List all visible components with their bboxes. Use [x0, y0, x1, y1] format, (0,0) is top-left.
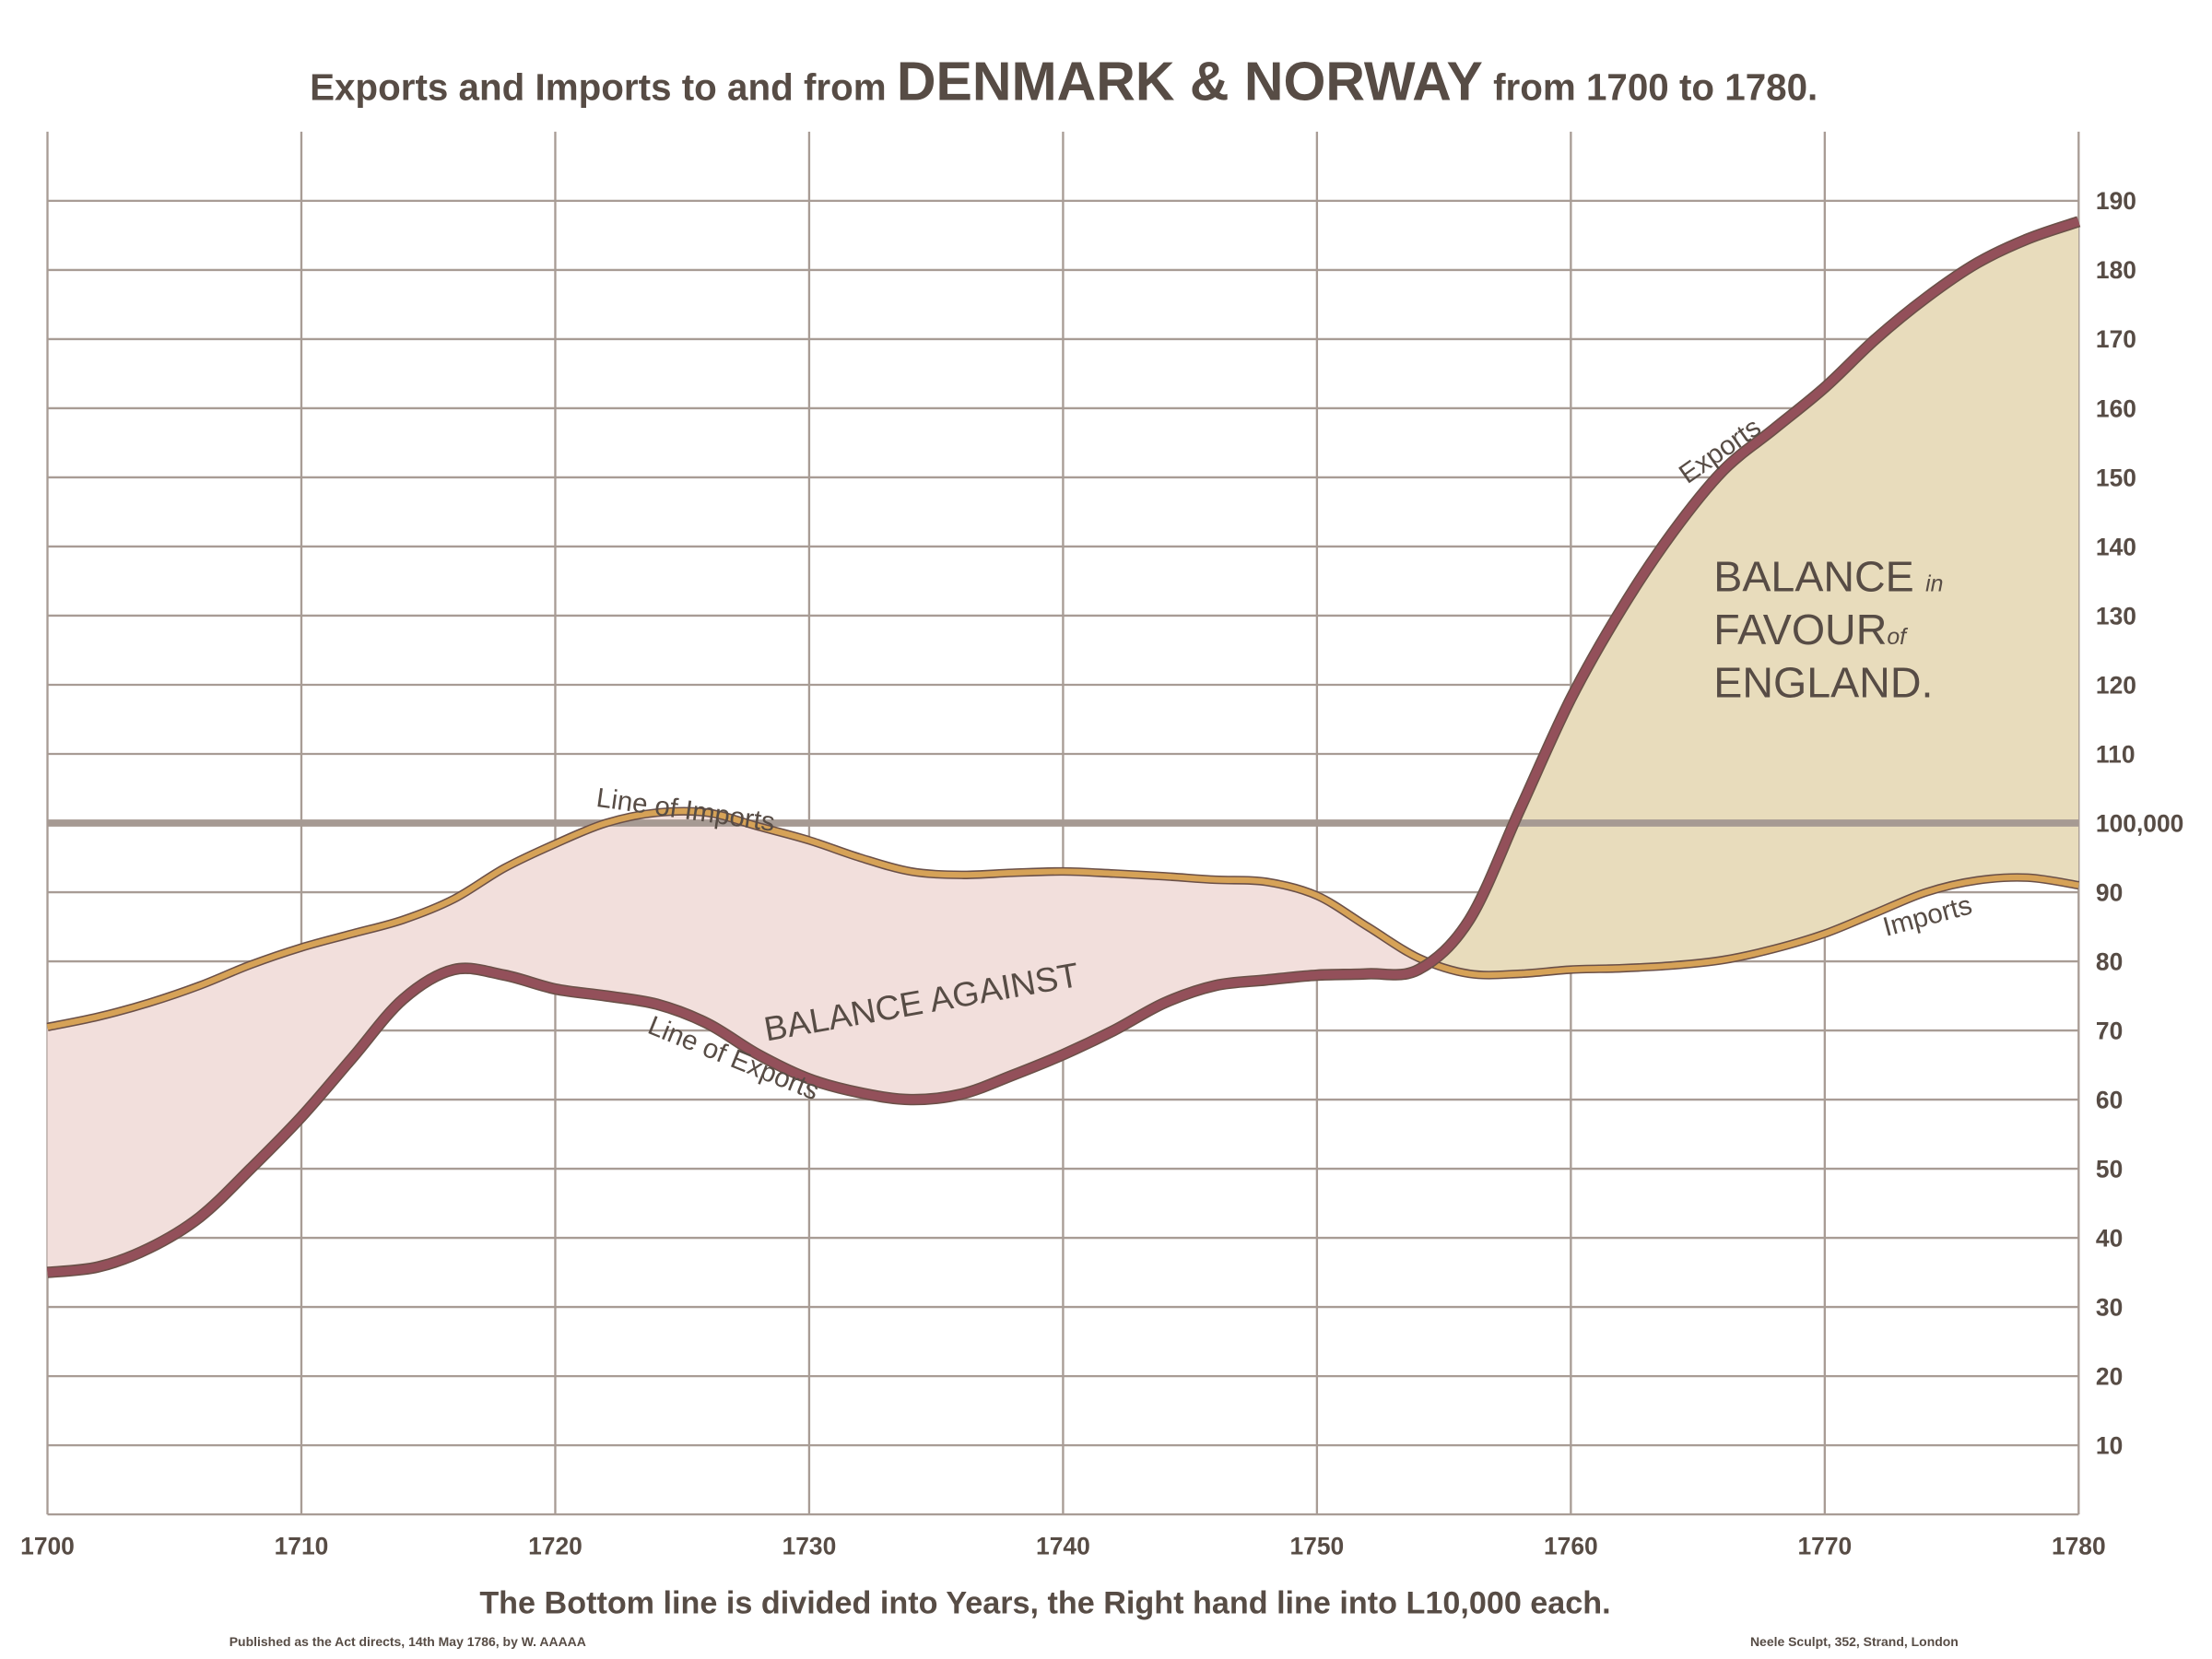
y-tick-label: 70	[2096, 1017, 2123, 1044]
chart-title: Exports and Imports to and from DENMARK …	[310, 52, 1818, 112]
y-tick-label: 140	[2096, 533, 2136, 560]
x-tick-label: 1700	[20, 1533, 75, 1560]
x-tick-label: 1760	[1544, 1533, 1598, 1560]
y-tick-label: 150	[2096, 464, 2136, 491]
x-axis-label: The Bottom line is divided into Years, t…	[479, 1585, 1610, 1620]
annotation-part: BALANCE	[1713, 552, 1913, 600]
y-tick-label: 110	[2096, 740, 2136, 768]
y-tick-label: 40	[2096, 1224, 2123, 1252]
annotation-part: FAVOUR	[1713, 606, 1887, 653]
x-tick-label: 1750	[1290, 1533, 1345, 1560]
title-part: from 1700 to 1780.	[1483, 66, 1818, 109]
y-tick-label: 180	[2096, 256, 2136, 284]
y-tick-label: 190	[2096, 187, 2136, 215]
y-tick-label: 90	[2096, 878, 2123, 906]
y-tick-label: 10	[2096, 1431, 2123, 1459]
footnote: Neele Sculpt, 352, Strand, London	[1750, 1634, 1959, 1649]
annotation: BALANCE in FAVOURof ENGLAND.	[1713, 552, 1943, 706]
x-tick-label: 1730	[782, 1533, 837, 1560]
y-tick-label: 160	[2096, 394, 2136, 422]
annotation-part: ENGLAND.	[1713, 658, 1933, 706]
y-tick-label: 100,000	[2096, 809, 2183, 837]
x-tick-label: 1780	[2052, 1533, 2106, 1560]
x-tick-label: 1720	[528, 1533, 582, 1560]
series-line	[47, 217, 2080, 1277]
series-line	[46, 808, 2079, 1030]
annotation-part: of	[1887, 625, 1909, 650]
annotation-part: in	[1925, 571, 1943, 596]
y-tick-label: 170	[2096, 325, 2136, 353]
y-tick-label: 80	[2096, 947, 2123, 975]
title-part: DENMARK & NORWAY	[897, 52, 1483, 112]
y-tick-label: 50	[2096, 1155, 2123, 1182]
x-tick-label: 1740	[1036, 1533, 1090, 1560]
y-tick-label: 30	[2096, 1293, 2123, 1321]
footnote: Published as the Act directs, 14th May 1…	[229, 1634, 586, 1649]
x-tick-label: 1710	[275, 1533, 329, 1560]
x-tick-label: 1770	[1797, 1533, 1852, 1560]
y-tick-label: 120	[2096, 671, 2136, 699]
y-tick-label: 20	[2096, 1362, 2123, 1390]
title-part: Exports and Imports to and from	[310, 66, 897, 109]
y-tick-label: 60	[2096, 1086, 2123, 1113]
y-tick-label: 130	[2096, 602, 2136, 629]
